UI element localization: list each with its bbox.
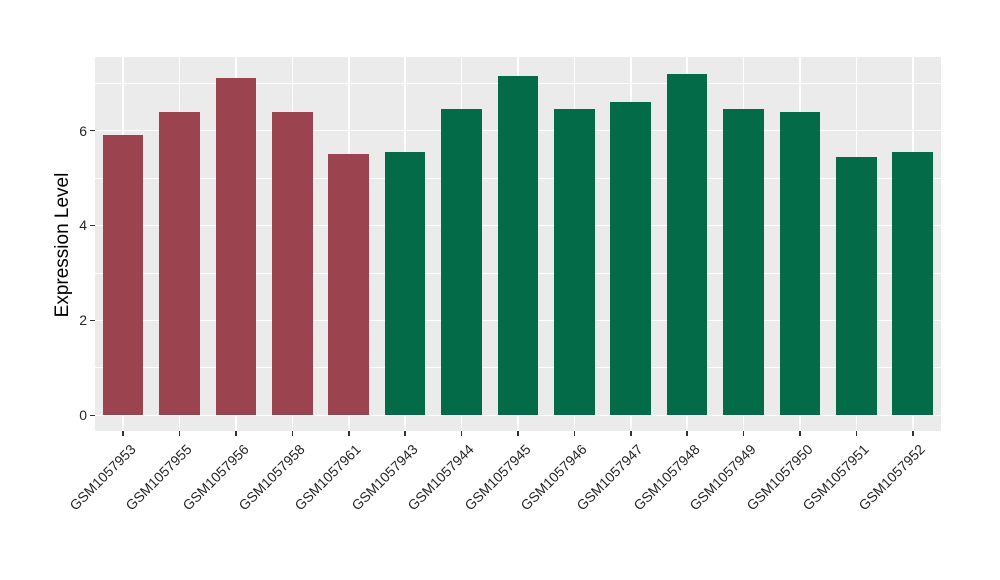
y-tick-mark bbox=[90, 319, 95, 322]
bar-GSM1057946 bbox=[554, 109, 595, 416]
y-axis-title: Expression Level bbox=[52, 172, 73, 317]
bar-GSM1057950 bbox=[779, 111, 821, 416]
x-tick-mark bbox=[855, 431, 858, 436]
x-tick-mark bbox=[235, 431, 237, 436]
bar-GSM1057961 bbox=[328, 154, 370, 416]
bar-GSM1057944 bbox=[441, 109, 482, 416]
x-tick-mark bbox=[799, 431, 801, 436]
plot-panel bbox=[95, 57, 941, 431]
x-tick-mark bbox=[630, 431, 632, 436]
bar-GSM1057955 bbox=[159, 111, 200, 416]
x-tick-mark bbox=[404, 431, 406, 436]
bar-GSM1057943 bbox=[384, 151, 426, 416]
y-tick-mark bbox=[90, 129, 95, 132]
x-tick-mark bbox=[122, 431, 124, 436]
y-tick-label: 6 bbox=[79, 122, 87, 139]
bar-GSM1057945 bbox=[497, 75, 539, 416]
y-tick-mark bbox=[90, 414, 95, 417]
bar-GSM1057958 bbox=[272, 111, 313, 416]
x-tick-mark bbox=[573, 431, 576, 436]
y-tick-label: 4 bbox=[79, 217, 87, 234]
bar-GSM1057956 bbox=[215, 78, 257, 416]
bar-GSM1057947 bbox=[610, 102, 652, 416]
x-tick-mark bbox=[517, 431, 519, 436]
y-tick-label: 0 bbox=[79, 407, 87, 424]
y-tick-mark bbox=[90, 224, 95, 227]
x-tick-mark bbox=[912, 431, 914, 436]
y-tick-label: 2 bbox=[79, 312, 87, 329]
x-tick-mark bbox=[291, 431, 294, 436]
x-tick-mark bbox=[178, 431, 181, 436]
x-tick-mark bbox=[686, 431, 688, 436]
x-tick-mark bbox=[742, 431, 745, 436]
bar-GSM1057953 bbox=[102, 135, 144, 416]
bar-GSM1057951 bbox=[836, 156, 877, 416]
bar-GSM1057948 bbox=[666, 73, 708, 416]
x-tick-mark bbox=[348, 431, 350, 436]
bar-GSM1057952 bbox=[892, 151, 934, 416]
x-tick-mark bbox=[460, 431, 463, 436]
bar-GSM1057949 bbox=[723, 109, 764, 416]
